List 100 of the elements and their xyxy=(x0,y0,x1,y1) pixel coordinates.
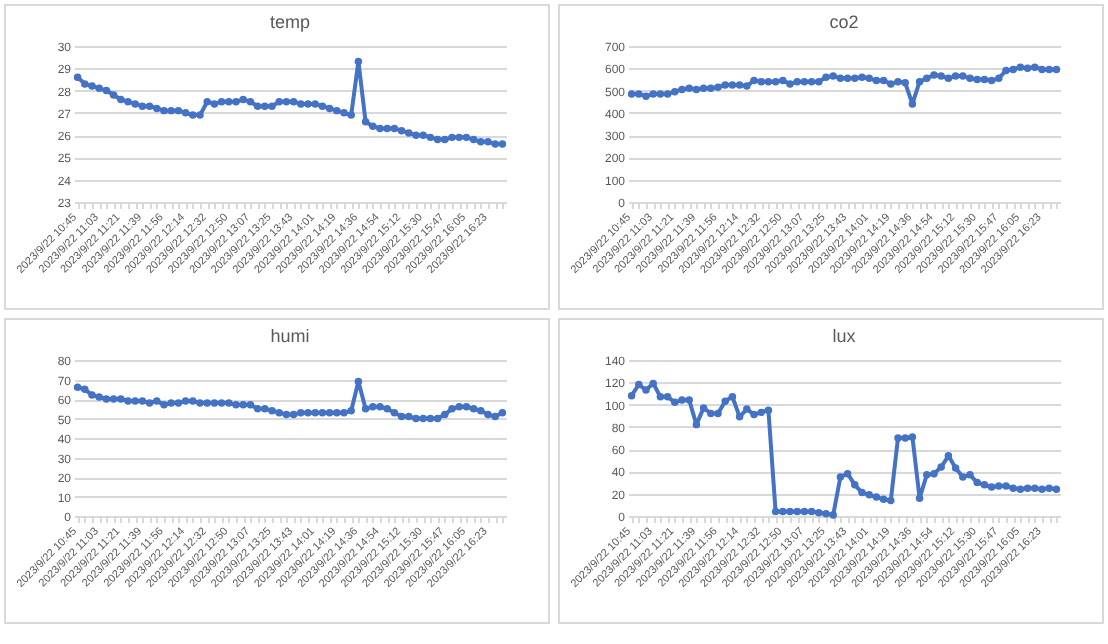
point xyxy=(376,403,384,411)
point xyxy=(469,405,478,413)
point xyxy=(915,77,924,86)
point xyxy=(959,473,967,481)
point xyxy=(498,140,507,148)
point xyxy=(95,84,103,93)
point xyxy=(73,383,82,392)
point xyxy=(246,401,255,409)
chart-title: lux xyxy=(832,326,857,346)
point xyxy=(196,399,204,407)
point xyxy=(448,133,456,142)
point xyxy=(347,406,355,415)
point xyxy=(189,111,197,119)
point xyxy=(297,408,305,417)
point xyxy=(405,129,413,137)
point xyxy=(692,85,701,94)
point xyxy=(397,412,406,421)
point xyxy=(887,496,895,505)
point xyxy=(189,397,197,405)
point xyxy=(376,124,384,133)
point xyxy=(699,404,708,412)
point xyxy=(966,471,974,479)
point xyxy=(987,483,996,491)
point xyxy=(923,471,931,479)
point xyxy=(477,138,485,146)
point xyxy=(678,85,686,94)
point xyxy=(937,463,945,471)
point xyxy=(685,84,693,93)
point xyxy=(261,102,269,110)
point xyxy=(433,414,442,423)
point xyxy=(289,97,298,106)
point xyxy=(181,109,190,117)
point xyxy=(383,405,391,413)
point xyxy=(469,135,478,144)
point xyxy=(145,102,154,110)
point xyxy=(728,393,737,401)
point xyxy=(995,74,1003,83)
point xyxy=(369,403,377,411)
point xyxy=(210,399,219,407)
point xyxy=(117,395,125,403)
point xyxy=(635,90,643,98)
point xyxy=(822,73,830,81)
point xyxy=(311,100,319,108)
point xyxy=(649,379,657,388)
point xyxy=(786,507,794,516)
point xyxy=(397,126,406,135)
point xyxy=(743,82,751,90)
point xyxy=(915,494,924,502)
point xyxy=(930,469,938,478)
point xyxy=(764,77,773,86)
point xyxy=(153,397,161,405)
point xyxy=(642,386,650,394)
point xyxy=(217,399,226,407)
point xyxy=(1038,485,1046,493)
point xyxy=(455,403,463,411)
point xyxy=(81,80,89,88)
point xyxy=(800,507,809,516)
point xyxy=(836,473,845,481)
chart-title: co2 xyxy=(829,12,859,32)
point xyxy=(793,507,801,516)
point xyxy=(196,111,204,119)
point xyxy=(995,482,1003,490)
point xyxy=(1009,65,1017,74)
point xyxy=(174,106,183,115)
point xyxy=(131,397,139,405)
point xyxy=(699,84,708,93)
point xyxy=(361,405,370,413)
point xyxy=(980,75,989,84)
point xyxy=(138,102,147,110)
point xyxy=(678,396,686,404)
point xyxy=(865,491,873,499)
point xyxy=(340,408,348,417)
point xyxy=(829,511,837,519)
point xyxy=(210,100,219,108)
point xyxy=(771,77,780,86)
point xyxy=(181,397,190,405)
point xyxy=(325,408,334,417)
point xyxy=(268,406,276,415)
point xyxy=(663,90,672,98)
point xyxy=(901,434,909,442)
point xyxy=(232,97,240,106)
point xyxy=(167,399,175,407)
point xyxy=(959,72,967,80)
point xyxy=(807,77,816,86)
point xyxy=(735,413,744,421)
point xyxy=(822,510,830,518)
point xyxy=(95,393,103,401)
point xyxy=(498,408,507,417)
point xyxy=(1045,65,1053,74)
point xyxy=(433,135,442,144)
point xyxy=(383,124,391,133)
point xyxy=(1002,66,1010,75)
point xyxy=(851,74,859,83)
point xyxy=(1045,484,1053,492)
point xyxy=(239,401,247,409)
point xyxy=(109,395,118,403)
point xyxy=(412,131,420,139)
point xyxy=(390,408,399,417)
point xyxy=(261,405,269,413)
point xyxy=(1016,63,1025,71)
